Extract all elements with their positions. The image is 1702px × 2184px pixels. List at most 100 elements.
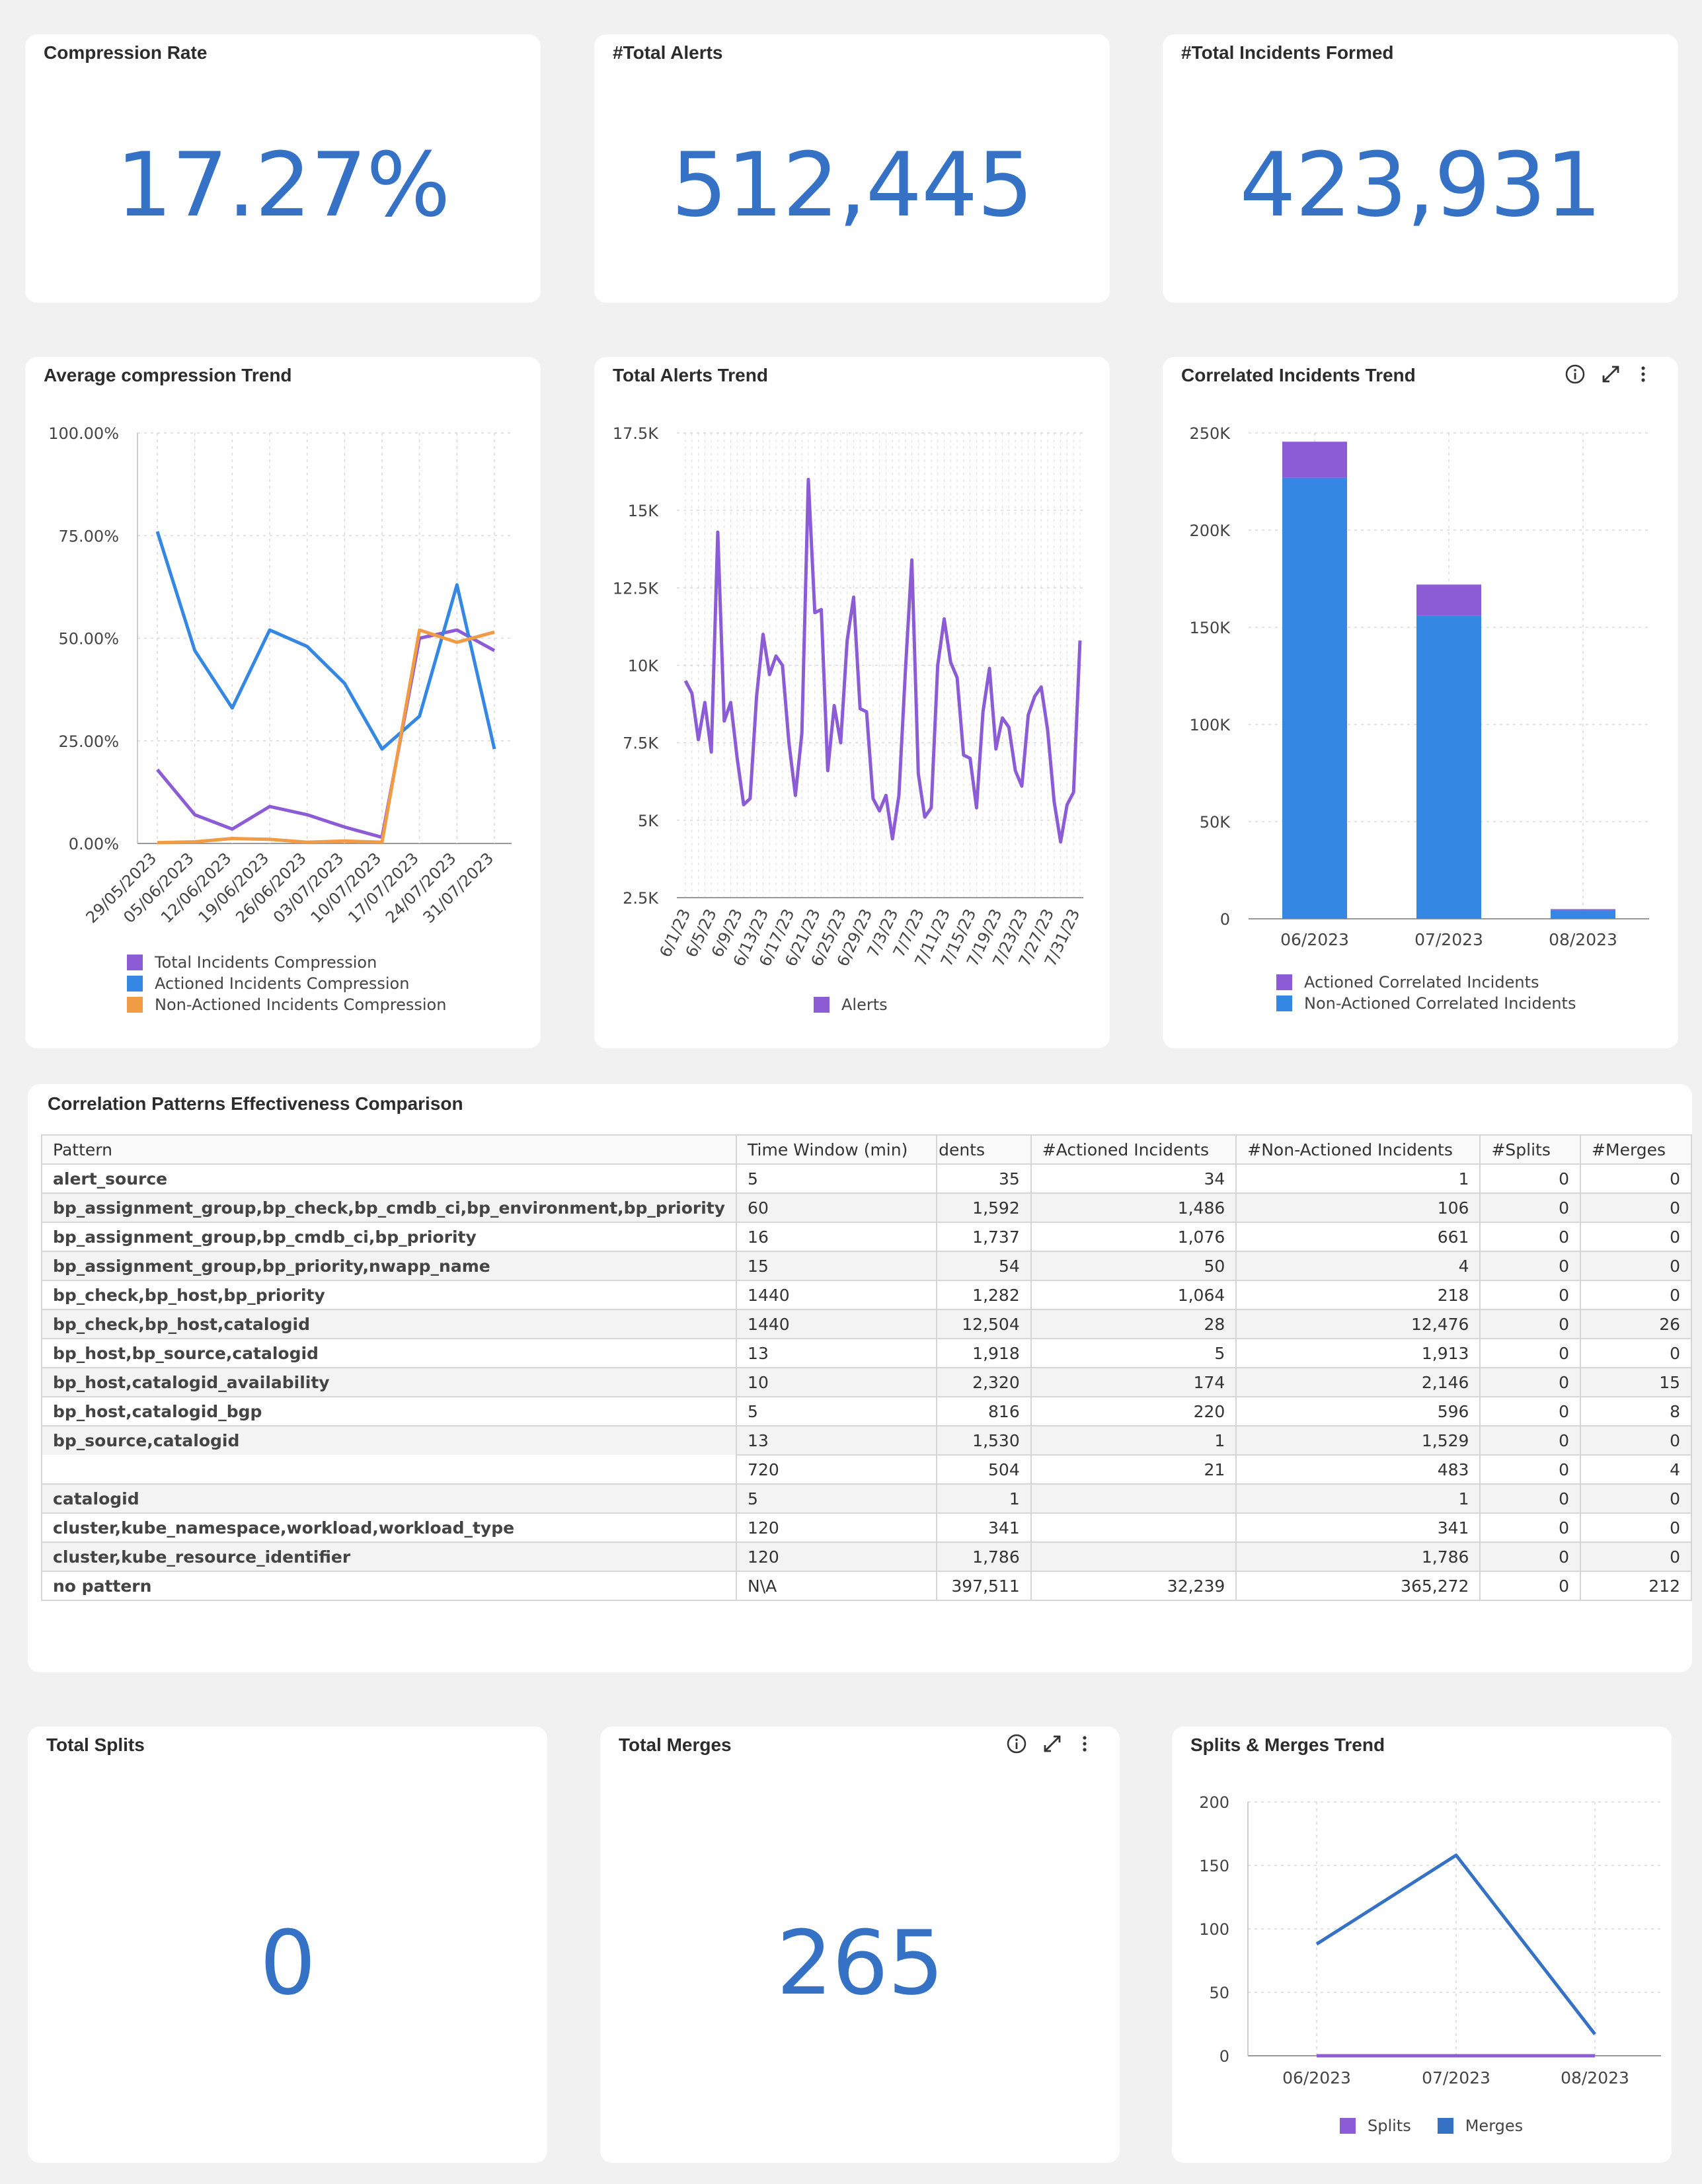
column-header[interactable]: dents xyxy=(936,1134,1032,1165)
card-title: Total Merges xyxy=(619,1735,732,1755)
table-row[interactable]: catalogid 5 1 1 0 0 xyxy=(40,1483,1692,1514)
y-tick-label: 2.5K xyxy=(623,889,659,908)
series-line xyxy=(1315,1853,1596,2035)
expand-icon[interactable] xyxy=(1042,1733,1063,1754)
table-row[interactable]: bp_host,catalogid_availability 10 2,320 174… xyxy=(40,1367,1692,1397)
more-vert-icon[interactable] xyxy=(1637,364,1650,385)
chart-legend: Splits Merges xyxy=(1340,2115,1549,2138)
table-row[interactable]: 720 504 21 483 0 4 xyxy=(40,1454,1692,1485)
table-cell: 1,913 xyxy=(1235,1338,1481,1368)
chart-title: Correlated Incidents Trend xyxy=(1181,365,1416,385)
table-cell: 1 xyxy=(1235,1483,1481,1514)
table-row[interactable]: cluster,kube_namespace,workload,workload… xyxy=(40,1512,1692,1543)
info-icon[interactable] xyxy=(1006,1733,1027,1754)
avg-compression-card: Average compression Trend 0.00% 25.00% 50.… xyxy=(25,357,541,1048)
column-header[interactable]: #Merges xyxy=(1580,1134,1692,1165)
column-header[interactable]: Time Window (min) xyxy=(736,1134,938,1165)
legend-swatch xyxy=(127,997,143,1013)
table-cell: 35 xyxy=(936,1163,1032,1194)
y-tick-label: 7.5K xyxy=(623,734,659,753)
y-tick-label: 10K xyxy=(628,657,660,676)
table-row[interactable]: bp_check,bp_host,bp_priority 1440 1,282 1,0… xyxy=(40,1280,1692,1310)
correlated-trend-card: Correlated Incidents Trend 0 50K 100K 150K 2… xyxy=(1163,357,1678,1048)
column-header[interactable]: #Splits xyxy=(1479,1134,1582,1165)
y-tick-label: 100.00% xyxy=(48,424,119,443)
table-cell: 28 xyxy=(1030,1309,1237,1339)
table-row[interactable]: bp_check,bp_host,catalogid 1440 12,504 28 12… xyxy=(40,1309,1692,1339)
legend-item[interactable]: Actioned Incidents Compression xyxy=(127,973,446,994)
kpi-value: 512,445 xyxy=(671,134,1033,237)
table-cell: 5 xyxy=(736,1396,938,1426)
bar-segment xyxy=(1551,909,1615,910)
legend-item[interactable]: Non-Actioned Incidents Compression xyxy=(127,994,446,1015)
table-cell: 0 xyxy=(1479,1396,1582,1426)
table-cell: 4 xyxy=(1235,1251,1481,1281)
x-tick-label: 08/2023 xyxy=(1549,930,1617,949)
column-header[interactable]: #Non-Actioned Incidents xyxy=(1235,1134,1481,1165)
y-tick-label: 150 xyxy=(1199,1857,1229,1875)
table-cell: 0 xyxy=(1580,1512,1692,1543)
table-row[interactable]: bp_host,bp_source,catalogid 13 1,918 5 1,913… xyxy=(40,1338,1692,1368)
kpi-value: 0 xyxy=(259,1912,316,2015)
table-cell: 5 xyxy=(736,1163,938,1194)
chart-legend: Alerts xyxy=(814,994,888,1015)
table-cell: 15 xyxy=(736,1251,938,1281)
table-cell: bp_host,catalogid_availability xyxy=(40,1367,738,1397)
table-cell: 34 xyxy=(1030,1163,1237,1194)
table-cell: catalogid xyxy=(40,1483,738,1514)
expand-icon[interactable] xyxy=(1600,364,1621,385)
table-cell: 0 xyxy=(1580,1541,1692,1572)
table-row[interactable]: alert_source 5 35 34 1 0 0 xyxy=(40,1163,1692,1194)
y-tick-label: 50 xyxy=(1209,1984,1229,2002)
column-header[interactable]: #Actioned Incidents xyxy=(1030,1134,1237,1165)
legend-item[interactable]: Merges xyxy=(1437,2115,1523,2136)
table-row[interactable]: bp_assignment_group,bp_priority,nwapp_na… xyxy=(40,1251,1692,1281)
more-vert-icon[interactable] xyxy=(1078,1733,1091,1754)
table-row[interactable]: bp_assignment_group,bp_cmdb_ci,bp_priori… xyxy=(40,1222,1692,1252)
legend-item[interactable]: Actioned Correlated Incidents xyxy=(1276,972,1576,993)
legend-item[interactable]: Splits xyxy=(1340,2115,1411,2136)
table-cell: 0 xyxy=(1580,1192,1692,1223)
legend-swatch xyxy=(127,955,143,970)
table-cell: 120 xyxy=(736,1512,938,1543)
x-tick-label: 08/2023 xyxy=(1561,2068,1629,2087)
y-tick-label: 150K xyxy=(1189,619,1231,637)
card-actions xyxy=(1553,364,1650,385)
patterns-table-card: Correlation Patterns Effectiveness Compa… xyxy=(28,1084,1692,1672)
table-row[interactable]: bp_source,catalogid 13 1,530 1 1,529 0 0 xyxy=(40,1425,1692,1456)
table-row[interactable]: bp_host,catalogid_bgp 5 816 220 596 0 8 xyxy=(40,1396,1692,1426)
table-cell: 5 xyxy=(736,1483,938,1514)
table-cell: 0 xyxy=(1479,1251,1582,1281)
table-cell: cluster,kube_namespace,workload,workload… xyxy=(40,1512,738,1543)
legend-item[interactable]: Alerts xyxy=(814,994,888,1015)
table-cell: 174 xyxy=(1030,1367,1237,1397)
alerts-trend-chart: 2.5K5K7.5K10K12.5K15K17.5K6/1/236/5/236/… xyxy=(613,424,1084,969)
y-tick-label: 12.5K xyxy=(613,579,659,598)
table-cell: 12,476 xyxy=(1235,1309,1481,1339)
table-cell: 1,530 xyxy=(936,1425,1032,1456)
table-cell: 1 xyxy=(1235,1163,1481,1194)
legend-item[interactable]: Total Incidents Compression xyxy=(127,952,446,973)
table-row[interactable]: bp_assignment_group,bp_check,bp_cmdb_ci,… xyxy=(40,1192,1692,1223)
table-cell: 1,786 xyxy=(1235,1541,1481,1572)
legend-label: Alerts xyxy=(841,995,888,1014)
table-cell: 0 xyxy=(1580,1251,1692,1281)
y-tick-label: 25.00% xyxy=(58,732,119,751)
splits-merges-chart: 0 50 100 150 200 06/2023 07/2023 08/2023 xyxy=(1199,1793,1661,2087)
bar-segment xyxy=(1551,910,1615,919)
table-cell: 60 xyxy=(736,1192,938,1223)
column-header[interactable]: Pattern xyxy=(40,1134,738,1165)
table-cell: 0 xyxy=(1580,1163,1692,1194)
x-tick-label: 06/2023 xyxy=(1280,930,1349,949)
y-tick-label: 5K xyxy=(638,812,659,830)
table-cell: bp_assignment_group,bp_check,bp_cmdb_ci,… xyxy=(40,1192,738,1223)
info-icon[interactable] xyxy=(1565,364,1586,385)
table-cell: cluster,kube_resource_identifier xyxy=(40,1541,738,1572)
table-row[interactable]: cluster,kube_resource_identifier 120 1,786… xyxy=(40,1541,1692,1572)
table-cell: 2,146 xyxy=(1235,1367,1481,1397)
x-tick-label: 07/2023 xyxy=(1422,2068,1490,2087)
legend-item[interactable]: Non-Actioned Correlated Incidents xyxy=(1276,993,1576,1014)
table-cell: bp_host,bp_source,catalogid xyxy=(40,1338,738,1368)
series-line xyxy=(155,531,496,751)
table-row[interactable]: no pattern N\A 397,511 32,239 365,272 0 212 xyxy=(40,1571,1692,1601)
